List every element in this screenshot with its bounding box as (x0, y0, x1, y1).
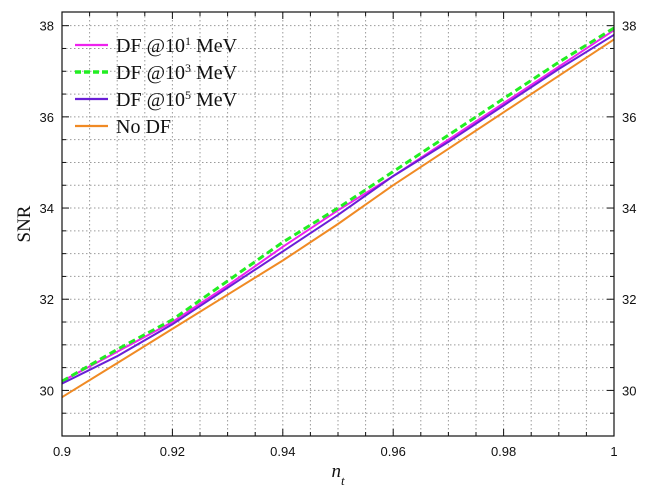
legend-label-4: No DF (116, 116, 171, 138)
x-tick-label: 0.9 (53, 444, 71, 459)
x-axis-title: nt (331, 461, 345, 487)
series-line-4 (61, 38, 615, 399)
y-tick-label-right: 36 (622, 110, 636, 125)
legend-label-3: DF @105 MeV (116, 88, 238, 111)
x-axis-title-subscript: t (341, 473, 345, 487)
y-tick-label: 30 (40, 383, 54, 398)
legend-label-1: DF @101 MeV (116, 34, 238, 57)
tick-labels: 0.9 0.92 0.94 0.96 0.98 1 30 30 32 32 34 34 36 36 38 38 (40, 19, 637, 459)
x-axis-title-main: n (331, 461, 341, 482)
series-line-3 (61, 33, 615, 385)
grid (62, 12, 614, 436)
x-tick-label: 1 (610, 444, 617, 459)
y-axis-title: SNR (14, 205, 35, 242)
y-tick-label: 36 (40, 110, 54, 125)
y-tick-label-right: 30 (622, 383, 636, 398)
legend-label-2: DF @103 MeV (116, 61, 238, 84)
x-tick-label: 0.96 (381, 444, 406, 459)
x-tick-label: 0.94 (270, 444, 295, 459)
legend: DF @101 MeV DF @103 MeV DF @105 MeV No DF (75, 34, 238, 138)
series-line-2 (61, 26, 615, 383)
x-tick-label: 0.92 (160, 444, 185, 459)
series-lines (61, 26, 615, 399)
y-tick-label-right: 34 (622, 201, 636, 216)
ticks (62, 12, 614, 436)
y-tick-label: 32 (40, 292, 54, 307)
y-tick-label: 34 (40, 201, 54, 216)
y-tick-label-right: 38 (622, 19, 636, 34)
y-tick-label-right: 32 (622, 292, 636, 307)
x-tick-label: 0.98 (491, 444, 516, 459)
y-tick-label: 38 (40, 19, 54, 34)
series-line-1 (61, 29, 615, 383)
